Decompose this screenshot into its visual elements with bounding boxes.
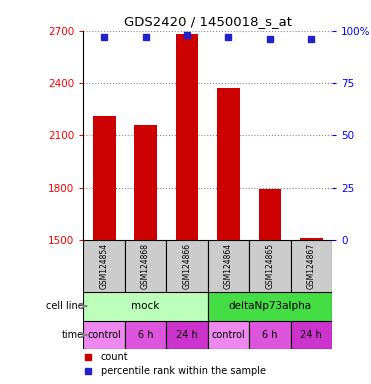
Bar xyxy=(166,240,208,292)
Text: count: count xyxy=(101,352,128,362)
Text: mock: mock xyxy=(131,301,160,311)
Title: GDS2420 / 1450018_s_at: GDS2420 / 1450018_s_at xyxy=(124,15,292,28)
Bar xyxy=(125,240,166,292)
Text: GSM124864: GSM124864 xyxy=(224,243,233,289)
Text: 24 h: 24 h xyxy=(301,330,322,340)
Text: control: control xyxy=(211,330,245,340)
Bar xyxy=(83,240,125,292)
Text: 6 h: 6 h xyxy=(138,330,153,340)
Bar xyxy=(290,321,332,349)
Bar xyxy=(175,34,198,240)
Bar xyxy=(125,321,166,349)
Bar xyxy=(166,321,208,349)
Text: GSM124868: GSM124868 xyxy=(141,243,150,289)
Bar xyxy=(249,240,290,292)
Bar xyxy=(290,240,332,292)
Text: deltaNp73alpha: deltaNp73alpha xyxy=(228,301,312,311)
Text: 6 h: 6 h xyxy=(262,330,278,340)
Text: cell line: cell line xyxy=(46,301,83,311)
Bar xyxy=(83,321,125,349)
Bar xyxy=(259,189,281,240)
Text: percentile rank within the sample: percentile rank within the sample xyxy=(101,366,266,376)
Bar xyxy=(217,88,240,240)
Bar xyxy=(208,321,249,349)
Text: GSM124866: GSM124866 xyxy=(183,243,191,289)
Text: GSM124867: GSM124867 xyxy=(307,243,316,289)
Bar xyxy=(134,125,157,240)
Bar xyxy=(249,321,290,349)
Bar xyxy=(93,116,116,240)
Bar xyxy=(208,292,332,321)
Text: GSM124854: GSM124854 xyxy=(100,243,109,289)
Text: 24 h: 24 h xyxy=(176,330,198,340)
Text: GSM124865: GSM124865 xyxy=(265,243,275,289)
Text: time: time xyxy=(61,330,83,340)
Bar xyxy=(300,238,323,240)
Bar xyxy=(208,240,249,292)
Text: control: control xyxy=(87,330,121,340)
Bar xyxy=(83,292,208,321)
